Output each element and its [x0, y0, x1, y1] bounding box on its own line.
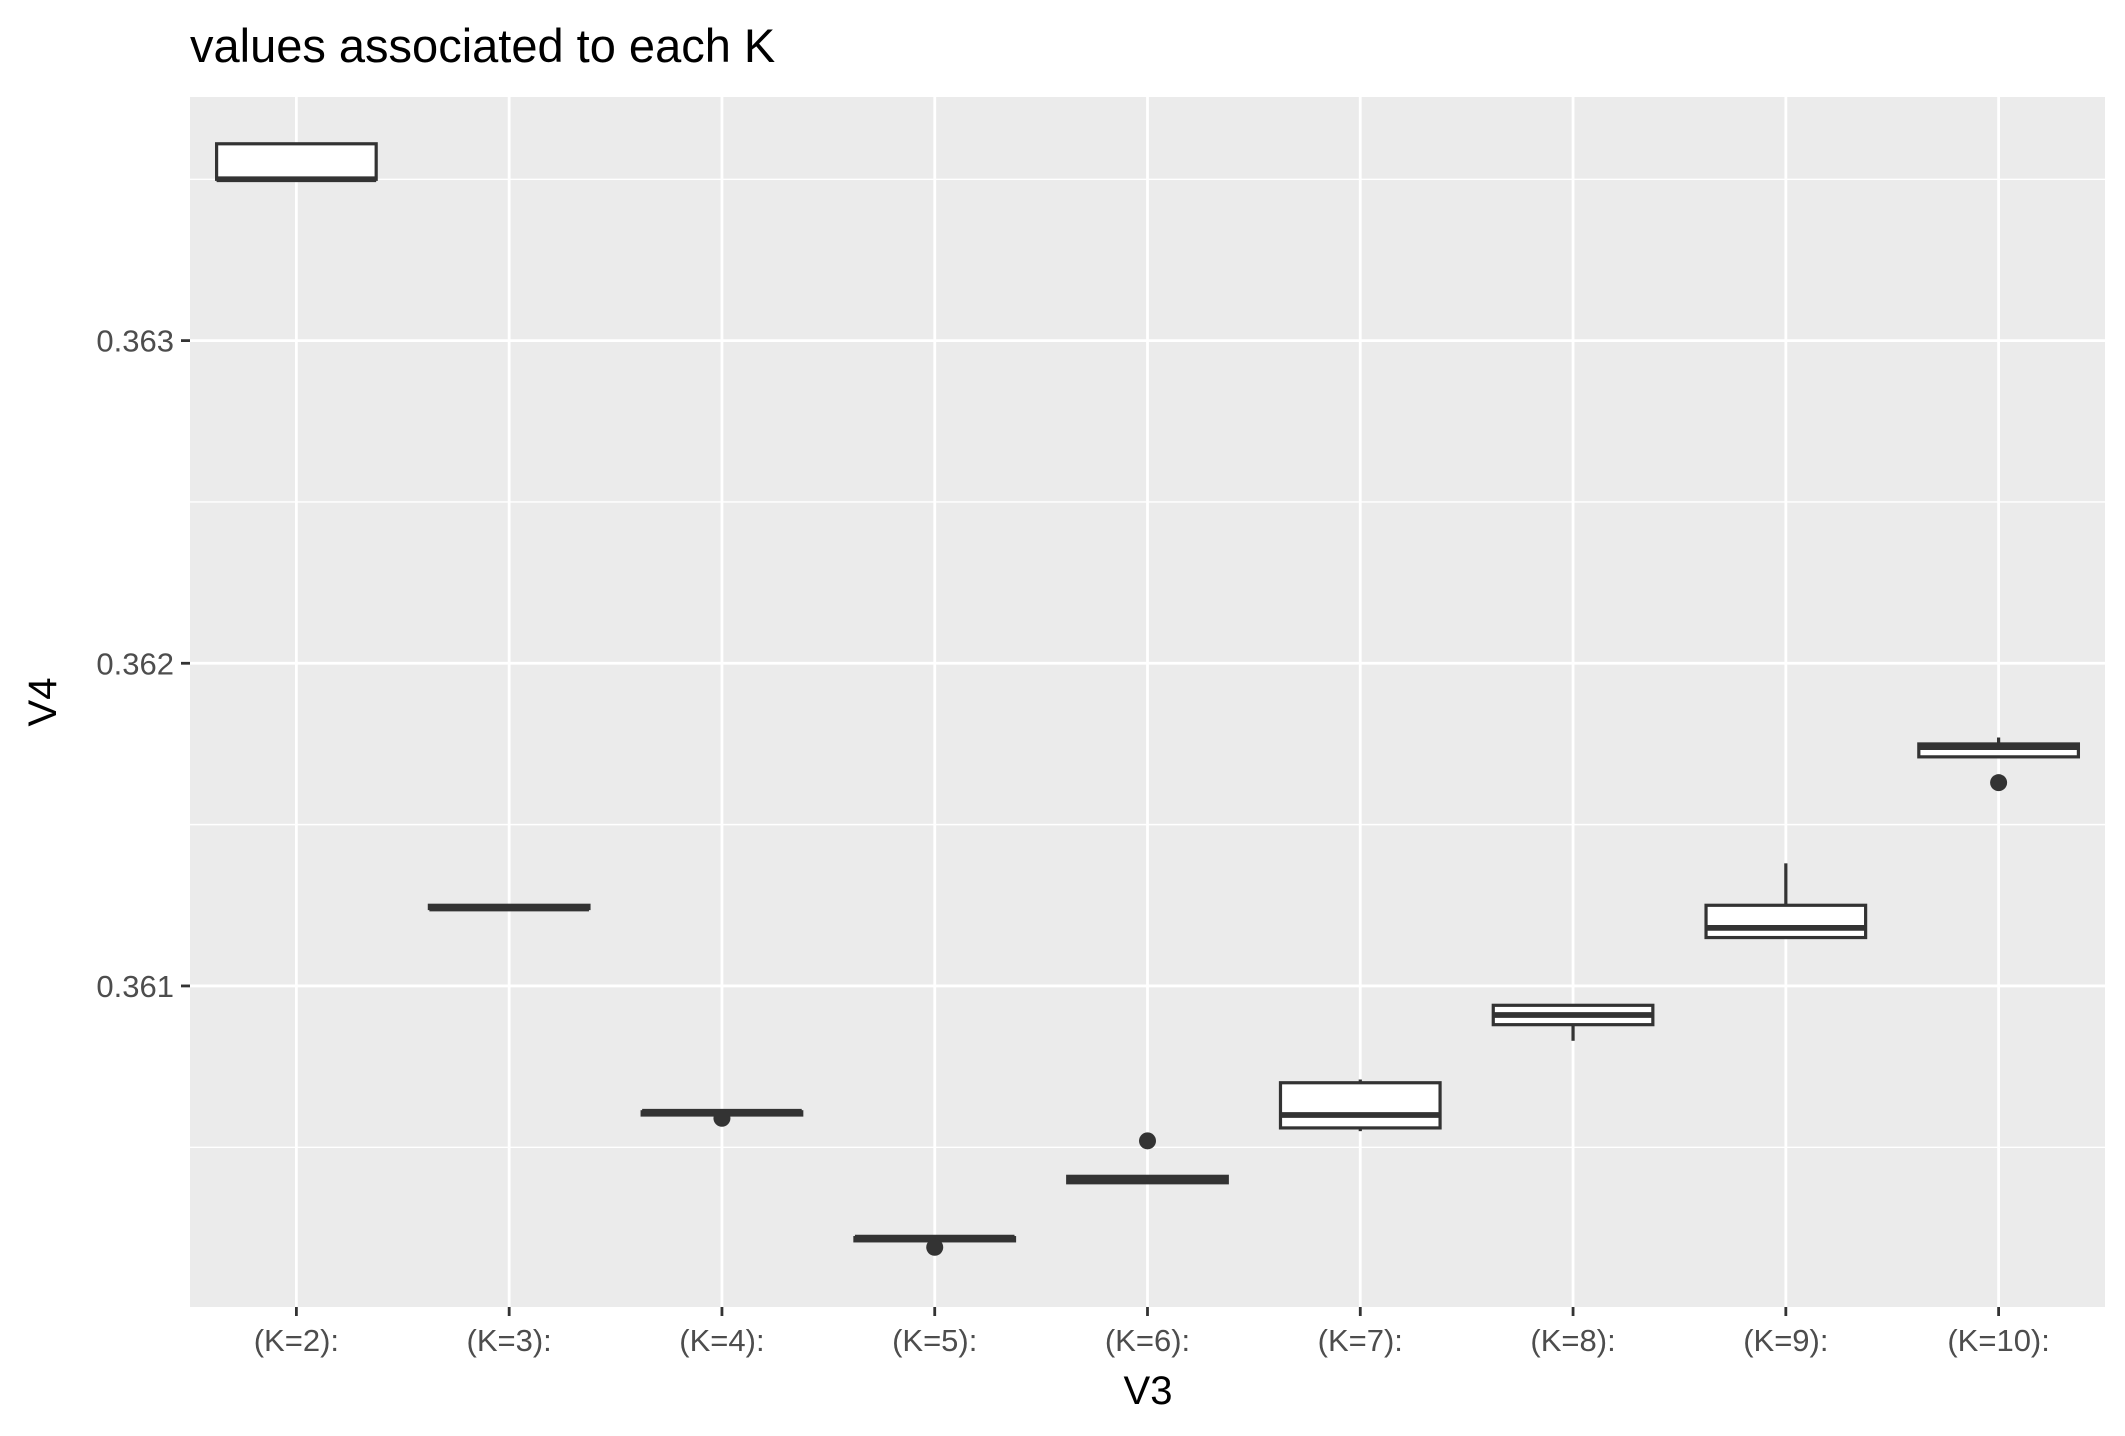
chart-title: values associated to each K — [190, 19, 775, 72]
box-iqr — [1704, 903, 1868, 940]
x-tick-label: (K=5): — [892, 1323, 977, 1358]
x-tick-label: (K=3): — [467, 1323, 552, 1358]
y-tick-label: 0.362 — [96, 646, 174, 681]
x-tick-label: (K=7): — [1318, 1323, 1403, 1358]
y-tick-label: 0.361 — [96, 969, 174, 1004]
x-axis-title: V3 — [1124, 1369, 1173, 1413]
box-3 — [427, 903, 591, 912]
box-iqr — [1278, 1081, 1442, 1130]
x-tick-label: (K=8): — [1530, 1323, 1615, 1358]
box-2 — [214, 142, 378, 183]
box-4 — [640, 1108, 804, 1127]
outlier-point — [1139, 1132, 1156, 1150]
x-axis: (K=2): (K=3): (K=4): (K=5): (K=6): (K=7): (K=8… — [254, 1307, 2050, 1358]
x-tick-label: (K=10): — [1947, 1323, 2050, 1358]
x-tick-label: (K=9): — [1743, 1323, 1828, 1358]
x-tick-label: (K=6): — [1105, 1323, 1190, 1358]
box-10 — [1917, 737, 2081, 792]
box-6 — [1066, 1132, 1229, 1185]
box-7 — [1278, 1079, 1442, 1132]
y-tick-label: 0.363 — [96, 324, 174, 359]
outlier-point — [713, 1109, 731, 1127]
y-axis-title: V4 — [21, 678, 65, 727]
major-gridlines — [190, 97, 2105, 1307]
box-9 — [1704, 863, 1868, 940]
box-8 — [1491, 1003, 1655, 1041]
outlier-point — [1990, 774, 2008, 792]
x-tick-label: (K=4): — [679, 1323, 764, 1358]
y-axis: 0.361 0.362 0.363 — [96, 324, 190, 1004]
outlier-point — [926, 1238, 944, 1256]
box-5 — [853, 1234, 1017, 1256]
box-iqr — [214, 142, 378, 181]
box-series — [214, 142, 2081, 1256]
x-tick-label: (K=2): — [254, 1323, 339, 1358]
